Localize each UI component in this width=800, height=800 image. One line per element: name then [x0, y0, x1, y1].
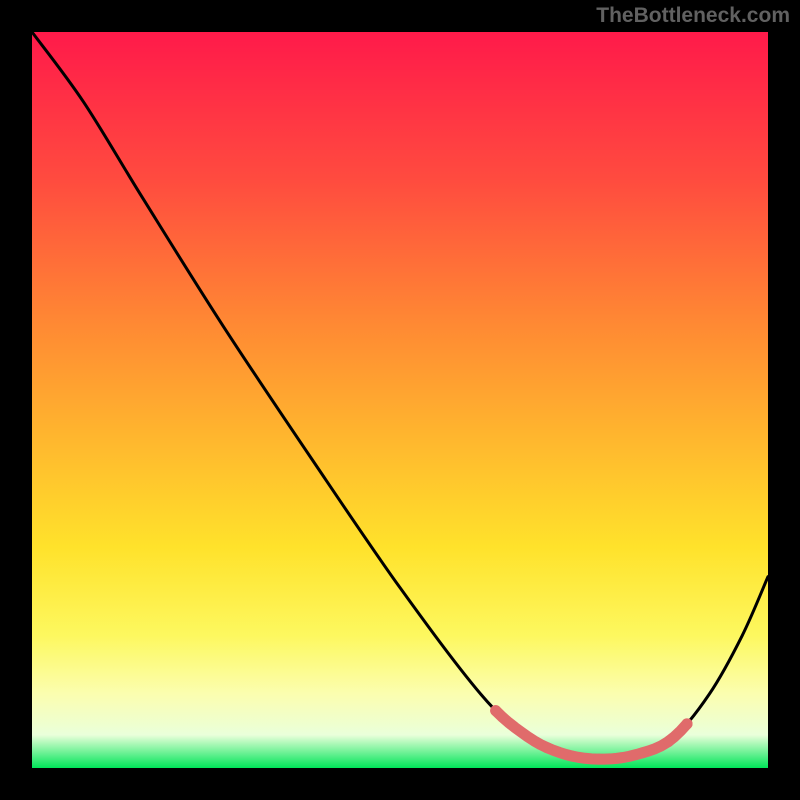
highlight-marker — [490, 705, 501, 716]
highlight-marker — [542, 742, 553, 753]
watermark-text: TheBottleneck.com — [596, 4, 790, 28]
highlight-marker — [637, 747, 648, 758]
stage: TheBottleneck.com — [0, 0, 800, 800]
highlight-marker — [663, 736, 674, 747]
chart-svg — [0, 0, 800, 800]
highlight-marker — [593, 754, 604, 765]
highlight-marker — [567, 751, 578, 762]
highlight-marker — [615, 752, 626, 763]
gradient-background — [32, 32, 768, 768]
highlight-marker — [682, 718, 693, 729]
